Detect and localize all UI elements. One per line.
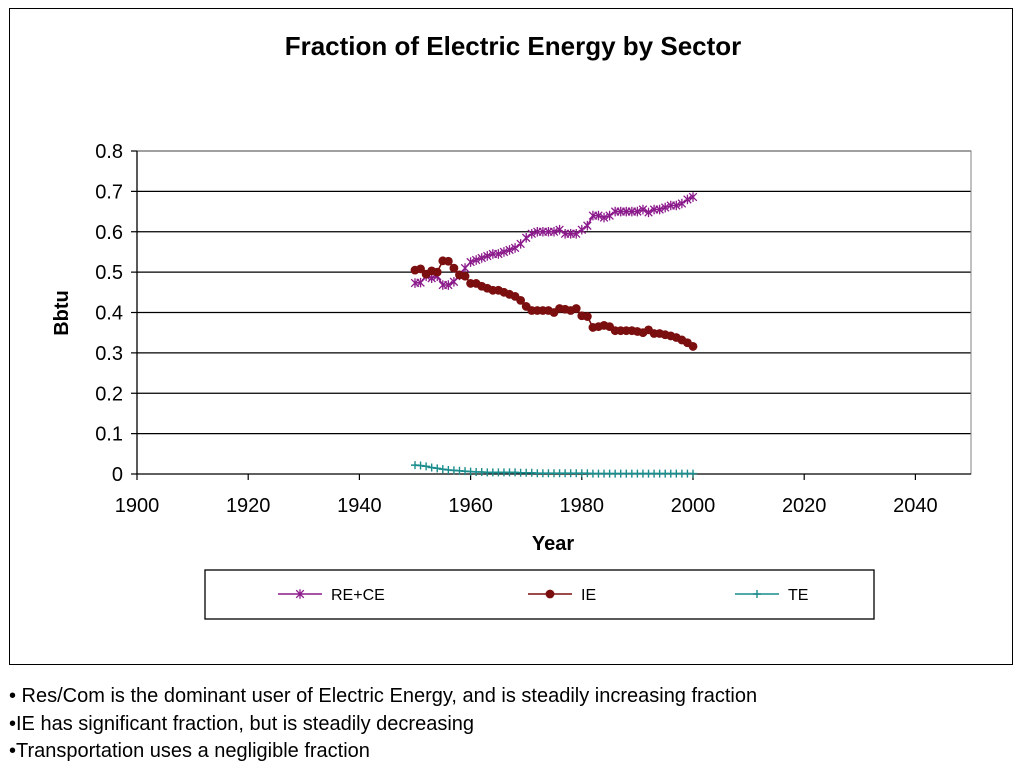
point bbox=[295, 589, 305, 599]
legend: RE+CE IE TE bbox=[278, 587, 808, 604]
point bbox=[655, 204, 664, 215]
point bbox=[555, 224, 564, 235]
note-ie: •IE has significant fraction, but is ste… bbox=[9, 712, 475, 735]
point bbox=[483, 251, 492, 261]
x-tick-label: 1920 bbox=[226, 495, 271, 517]
point bbox=[477, 253, 486, 263]
point bbox=[582, 312, 592, 321]
point bbox=[416, 461, 425, 470]
point bbox=[527, 228, 537, 239]
point bbox=[638, 204, 648, 215]
gridlines bbox=[137, 150, 971, 435]
point bbox=[444, 280, 453, 290]
point bbox=[499, 247, 509, 257]
x-tick-label: 2020 bbox=[782, 495, 827, 517]
point bbox=[599, 212, 609, 223]
legend-label: IE bbox=[581, 587, 596, 604]
point bbox=[427, 463, 436, 472]
point bbox=[516, 295, 526, 305]
point bbox=[583, 220, 592, 231]
point bbox=[753, 590, 761, 598]
y-axis-label: Bbtu bbox=[51, 290, 73, 336]
point bbox=[672, 200, 681, 211]
chart: Fraction of Electric Energy by Sector 00… bbox=[51, 31, 972, 620]
point bbox=[494, 249, 503, 259]
point bbox=[633, 206, 642, 217]
point bbox=[571, 228, 581, 239]
point bbox=[605, 210, 614, 221]
legend-entry-te: TE bbox=[735, 587, 808, 604]
x-axis: 1900 1920 1940 1960 1980 2000 2020 2040 bbox=[115, 473, 971, 517]
point bbox=[466, 257, 475, 267]
x-tick-label: 2000 bbox=[671, 495, 716, 517]
y-tick-label: 0.1 bbox=[95, 424, 123, 446]
y-tick-label: 0 bbox=[112, 464, 123, 486]
legend-entry-re-ce: RE+CE bbox=[278, 587, 385, 604]
point bbox=[549, 226, 559, 237]
y-tick-label: 0.2 bbox=[95, 383, 123, 405]
x-tick-label: 1980 bbox=[560, 495, 605, 517]
series-ie bbox=[410, 256, 698, 351]
legend-label: RE+CE bbox=[331, 587, 385, 604]
point bbox=[422, 462, 431, 471]
series-re-ce bbox=[410, 192, 698, 290]
point bbox=[438, 465, 447, 474]
point bbox=[505, 245, 514, 255]
series-layer bbox=[410, 192, 698, 478]
point bbox=[545, 589, 555, 599]
point bbox=[449, 263, 459, 273]
x-tick-label: 1900 bbox=[115, 495, 160, 517]
x-tick-label: 2040 bbox=[893, 495, 938, 517]
point bbox=[521, 233, 531, 243]
y-axis: 0 0.1 0.2 0.3 0.4 0.5 0.6 0.7 0.8 bbox=[95, 141, 138, 486]
point bbox=[677, 198, 687, 209]
x-axis-label: Year bbox=[532, 533, 574, 555]
x-tick-label: 1960 bbox=[448, 495, 493, 517]
notes: • Res/Com is the dominant user of Electr… bbox=[9, 683, 1009, 766]
point bbox=[432, 267, 442, 277]
legend-label: TE bbox=[788, 587, 808, 604]
point bbox=[660, 202, 670, 213]
point bbox=[683, 194, 692, 205]
x-tick-label: 1940 bbox=[337, 495, 382, 517]
point bbox=[577, 224, 587, 235]
series-te bbox=[411, 461, 697, 478]
y-tick-label: 0.3 bbox=[95, 343, 123, 365]
point bbox=[460, 271, 470, 281]
point bbox=[443, 256, 453, 266]
y-tick-label: 0.4 bbox=[95, 303, 123, 325]
point bbox=[433, 464, 442, 473]
note-transportation: •Transportation uses a negligible fracti… bbox=[9, 740, 370, 762]
point bbox=[471, 255, 481, 265]
point bbox=[644, 207, 653, 218]
note-res-com: • Res/Com is the dominant user of Electr… bbox=[9, 685, 758, 707]
point bbox=[416, 264, 425, 274]
y-tick-label: 0.7 bbox=[95, 181, 123, 203]
point bbox=[510, 243, 520, 253]
point bbox=[688, 192, 698, 202]
chart-title: Fraction of Electric Energy by Sector bbox=[285, 31, 742, 61]
y-tick-label: 0.5 bbox=[95, 262, 123, 284]
legend-entry-ie: IE bbox=[528, 587, 596, 604]
y-tick-label: 0.6 bbox=[95, 222, 123, 244]
point bbox=[688, 342, 698, 351]
point bbox=[689, 469, 697, 478]
point bbox=[594, 210, 603, 221]
y-tick-label: 0.8 bbox=[95, 141, 123, 163]
point bbox=[571, 304, 581, 313]
